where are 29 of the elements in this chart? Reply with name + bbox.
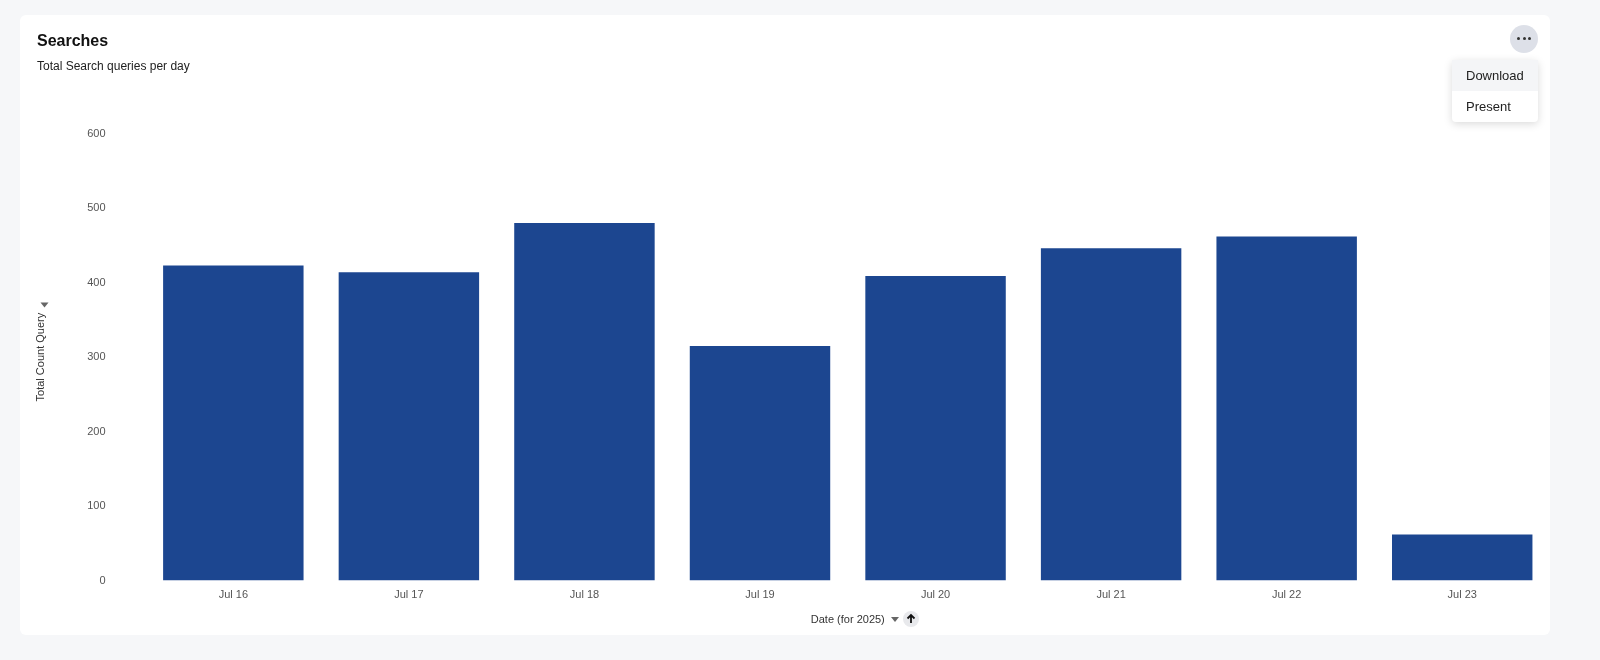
text: Present — [1465, 98, 1512, 116]
bar — [163, 265, 304, 581]
chart-subtitle: Total Search queries per day — [37, 59, 190, 73]
y-tick-label: 400 — [87, 275, 106, 288]
y-tick-label: 500 — [87, 201, 106, 214]
x-axis-title: Date (for 2025) — [810, 613, 885, 626]
y-axis-title: Total Count Query — [33, 312, 46, 402]
x-tick-label: Jul 20 — [920, 588, 951, 601]
x-tick-label: Jul 18 — [569, 588, 600, 601]
bar — [514, 223, 655, 581]
y-tick-label: 200 — [87, 424, 106, 437]
y-tick-label: 100 — [87, 499, 106, 512]
y-tick-label: 600 — [87, 126, 106, 139]
bar — [1040, 248, 1182, 581]
x-tick-label: Jul 21 — [1096, 588, 1126, 601]
text: Download — [1452, 60, 1538, 91]
bar — [865, 275, 1006, 581]
x-tick-label: Jul 17 — [394, 588, 424, 601]
x-tick-label: Jul 23 — [1447, 588, 1477, 601]
y-tick-label: 300 — [87, 350, 106, 363]
chart-title: Searches — [37, 32, 109, 50]
x-tick-label: Jul 22 — [1271, 588, 1302, 601]
bar — [1216, 236, 1357, 581]
y-tick-label: 0 — [99, 573, 106, 586]
bar — [689, 345, 831, 581]
x-tick-label: Jul 16 — [218, 588, 249, 601]
bar — [1392, 534, 1533, 581]
bar — [338, 272, 480, 581]
x-tick-label: Jul 19 — [745, 588, 775, 601]
